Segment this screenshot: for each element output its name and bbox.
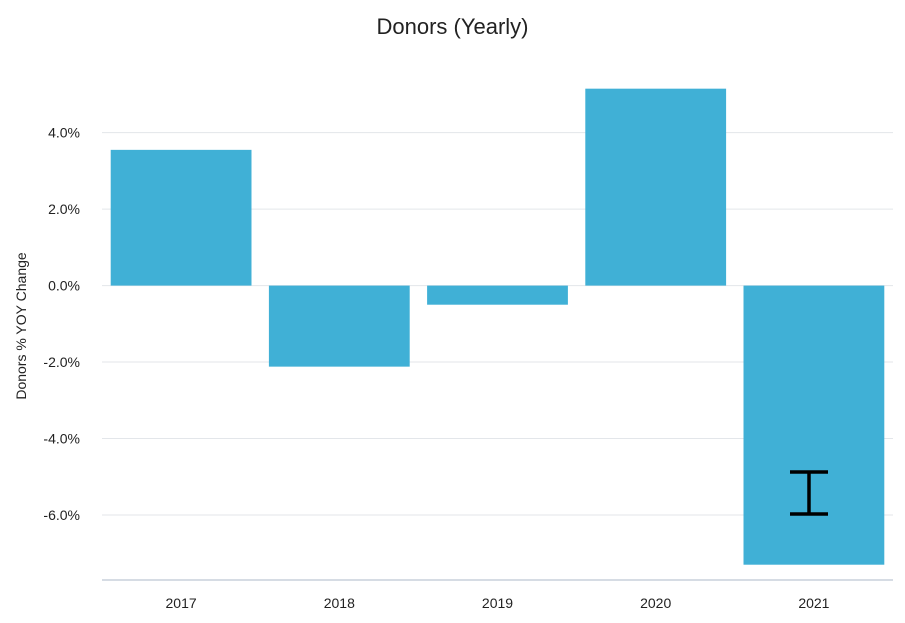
bar-2021[interactable] — [743, 285, 885, 565]
y-tick-label: -2.0% — [43, 354, 80, 370]
y-axis-ticks: 4.0% 2.0% 0.0% -2.0% -4.0% -6.0% — [43, 125, 80, 523]
x-tick-label: 2020 — [640, 595, 671, 611]
x-tick-label: 2017 — [166, 595, 197, 611]
x-tick-label: 2021 — [798, 595, 829, 611]
bar-2018[interactable] — [268, 285, 410, 367]
x-axis-ticks: 2017 2018 2019 2020 2021 — [166, 595, 830, 611]
y-tick-label: 2.0% — [48, 201, 80, 217]
y-tick-label: -6.0% — [43, 507, 80, 523]
y-axis-label: Donors % YOY Change — [13, 252, 29, 400]
y-tick-label: -4.0% — [43, 431, 80, 447]
chart-title: Donors (Yearly) — [376, 14, 529, 39]
bar-2019[interactable] — [427, 285, 568, 305]
x-tick-label: 2019 — [482, 595, 513, 611]
bar-2020[interactable] — [585, 88, 727, 286]
bar-2017[interactable] — [110, 149, 252, 286]
x-tick-label: 2018 — [324, 595, 355, 611]
text-cursor-icon — [790, 470, 828, 516]
y-tick-label: 4.0% — [48, 125, 80, 141]
y-tick-label: 0.0% — [48, 278, 80, 294]
bars — [110, 88, 885, 565]
